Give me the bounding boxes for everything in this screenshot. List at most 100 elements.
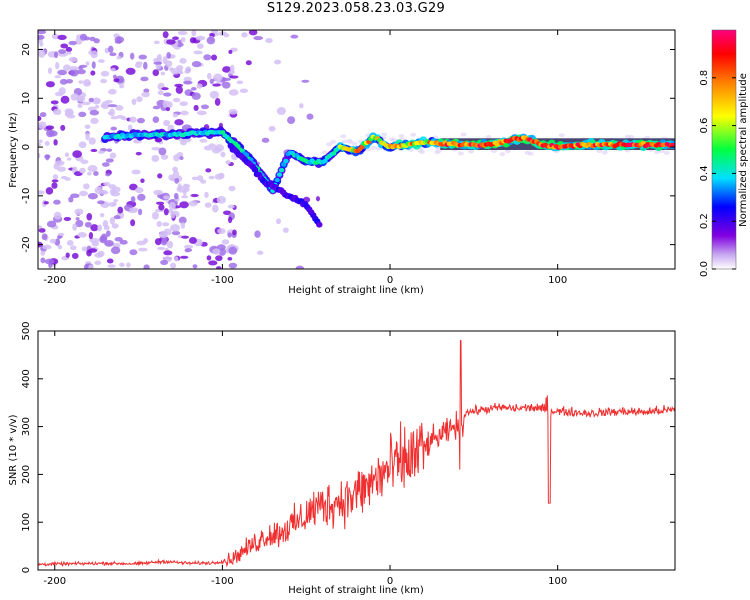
noise-speck xyxy=(154,238,162,246)
noise-speck xyxy=(136,240,147,246)
noise-speck xyxy=(180,195,189,199)
noise-speck xyxy=(170,262,177,269)
snr-frame xyxy=(37,330,676,571)
noise-speck xyxy=(84,124,91,129)
noise-speck xyxy=(45,154,50,161)
noise-speck xyxy=(110,67,116,72)
noise-speck xyxy=(209,78,214,85)
noise-speck xyxy=(248,30,258,36)
noise-speck xyxy=(38,142,42,147)
noise-speck xyxy=(196,110,207,116)
spectrogram-frame xyxy=(37,29,676,270)
noise-speck xyxy=(58,87,66,95)
ridge-branch xyxy=(316,221,323,228)
noise-speck xyxy=(163,250,173,256)
noise-speck xyxy=(212,73,223,82)
noise-speck xyxy=(105,173,111,177)
noise-speck xyxy=(97,224,103,232)
noise-speck xyxy=(66,51,72,55)
snr-x-tick-label: 100 xyxy=(548,576,567,587)
noise-speck xyxy=(128,207,139,212)
colorbar-label: Normalized spectral amplitude xyxy=(738,73,749,227)
noise-speck xyxy=(170,224,181,232)
noise-speck xyxy=(228,262,238,269)
noise-speck xyxy=(109,108,115,117)
noise-speck xyxy=(227,257,233,261)
noise-speck xyxy=(45,125,55,130)
noise-speck xyxy=(112,74,117,79)
ridge-core xyxy=(278,168,285,173)
noise-speck xyxy=(190,193,199,198)
noise-speck xyxy=(527,151,534,156)
noise-speck xyxy=(119,84,125,89)
noise-speck xyxy=(214,144,225,152)
noise-speck xyxy=(212,204,219,213)
noise-speck xyxy=(98,59,105,63)
noise-speck xyxy=(183,76,192,82)
noise-speck xyxy=(193,104,199,112)
noise-speck xyxy=(188,236,197,244)
noise-speck xyxy=(135,151,142,156)
noise-speck xyxy=(90,224,99,232)
noise-speck xyxy=(663,150,670,155)
noise-speck xyxy=(52,174,59,180)
noise-speck xyxy=(209,90,219,99)
noise-speck xyxy=(261,137,270,143)
noise-speck xyxy=(241,32,248,38)
noise-speck xyxy=(45,81,55,88)
noise-speck xyxy=(268,125,276,132)
noise-speck xyxy=(351,141,358,146)
noise-speck xyxy=(49,238,57,244)
noise-speck xyxy=(189,37,197,44)
noise-speck xyxy=(152,105,161,110)
noise-speck xyxy=(40,257,46,264)
noise-speck xyxy=(370,145,377,150)
noise-speck xyxy=(215,255,223,262)
noise-speck xyxy=(212,83,221,87)
noise-speck xyxy=(111,223,119,229)
page-title: S129.2023.058.23.03.G29 xyxy=(266,1,446,16)
noise-speck xyxy=(153,40,160,45)
spectrogram-x-tick-label: -200 xyxy=(43,275,66,286)
noise-speck xyxy=(157,246,166,251)
noise-speck xyxy=(94,260,102,265)
noise-speck xyxy=(131,98,137,106)
noise-speck xyxy=(228,108,238,115)
colorbar-tick-label: 0.0 xyxy=(699,261,710,277)
noise-speck xyxy=(112,201,117,207)
noise-speck xyxy=(160,238,168,246)
noise-speck xyxy=(192,264,198,269)
noise-speck xyxy=(504,149,511,154)
noise-speck xyxy=(221,239,230,245)
noise-speck xyxy=(38,152,41,159)
noise-speck xyxy=(195,35,206,41)
noise-speck xyxy=(172,97,181,103)
noise-speck xyxy=(157,90,164,96)
noise-speck xyxy=(84,81,91,86)
noise-speck xyxy=(97,200,105,205)
noise-speck xyxy=(68,56,78,63)
noise-speck xyxy=(83,183,90,190)
noise-speck xyxy=(215,266,222,269)
noise-speck xyxy=(57,34,67,40)
noise-speck xyxy=(100,70,110,77)
noise-speck xyxy=(66,114,76,119)
ridge-core xyxy=(671,142,675,148)
noise-speck xyxy=(89,36,96,42)
noise-speck xyxy=(54,160,65,166)
noise-speck xyxy=(299,103,304,109)
noise-speck xyxy=(113,199,119,203)
noise-speck xyxy=(222,210,232,216)
noise-speck xyxy=(207,72,212,80)
noise-speck xyxy=(171,230,181,236)
noise-speck xyxy=(114,237,123,242)
noise-speck xyxy=(129,116,137,123)
noise-speck xyxy=(57,69,68,76)
noise-speck xyxy=(46,220,57,228)
noise-speck xyxy=(38,121,47,129)
noise-speck xyxy=(170,177,176,182)
noise-speck xyxy=(190,86,197,91)
noise-speck xyxy=(174,177,180,184)
noise-speck xyxy=(160,154,169,160)
snr-y-tick-label: 200 xyxy=(21,465,32,484)
